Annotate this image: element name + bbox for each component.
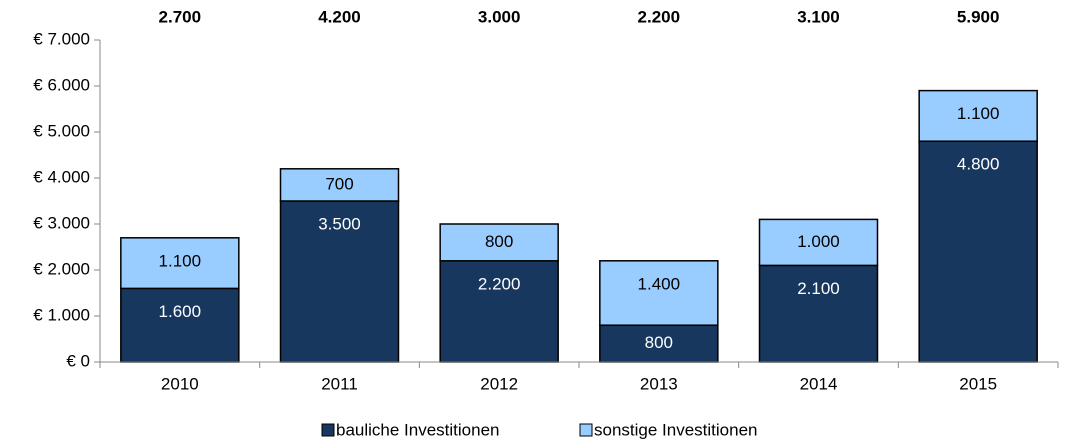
- y-tick-label: € 6.000: [33, 75, 90, 94]
- bar-segment: [758, 218, 879, 267]
- x-tick-label: 2013: [640, 374, 678, 393]
- data-label: 1.100: [957, 104, 1000, 123]
- total-label: 4.200: [318, 7, 361, 26]
- total-label: 5.900: [957, 7, 1000, 26]
- y-tick-label: € 5.000: [33, 121, 90, 140]
- bar-segment: [599, 260, 719, 326]
- bar-segment: [758, 264, 879, 363]
- total-label: 2.700: [159, 7, 202, 26]
- legend-label: sonstige Investitionen: [594, 420, 758, 439]
- y-tick-label: € 4.000: [33, 167, 90, 186]
- bar-segment: [279, 168, 400, 202]
- bar-segment: [918, 140, 1038, 363]
- legend-swatch: [321, 423, 335, 437]
- x-tick-label: 2015: [959, 374, 997, 393]
- data-label: 800: [485, 232, 513, 251]
- data-label: 2.100: [797, 279, 840, 298]
- legend-label: bauliche Investitionen: [336, 420, 500, 439]
- bar-segment: [279, 200, 400, 363]
- y-tick-label: € 2.000: [33, 259, 90, 278]
- y-tick-label: € 7.000: [33, 29, 90, 48]
- data-label: 700: [325, 174, 353, 193]
- data-label: 4.800: [957, 155, 1000, 174]
- x-tick-label: 2014: [800, 374, 838, 393]
- bar-segment: [439, 260, 559, 363]
- legend-swatch: [579, 423, 593, 437]
- total-label: 2.200: [638, 7, 681, 26]
- data-label: 3.500: [318, 214, 361, 233]
- data-label: 800: [645, 333, 673, 352]
- y-tick-label: € 3.000: [33, 213, 90, 232]
- x-tick-label: 2011: [321, 374, 358, 393]
- bar-segment: [120, 287, 240, 363]
- data-label: 2.200: [478, 274, 521, 293]
- data-label: 1.600: [159, 302, 202, 321]
- data-label: 1.100: [159, 251, 202, 270]
- bar-segment: [120, 237, 240, 290]
- y-tick-label: € 1.000: [33, 305, 90, 324]
- x-tick-label: 2012: [480, 374, 518, 393]
- y-tick-label: € 0: [66, 351, 90, 370]
- total-label: 3.100: [797, 7, 840, 26]
- x-tick-label: 2010: [161, 374, 199, 393]
- data-label: 1.000: [797, 232, 840, 251]
- data-label: 1.400: [638, 274, 681, 293]
- bar-segment: [439, 223, 559, 262]
- total-label: 3.000: [478, 7, 521, 26]
- bar-segment: [918, 89, 1038, 142]
